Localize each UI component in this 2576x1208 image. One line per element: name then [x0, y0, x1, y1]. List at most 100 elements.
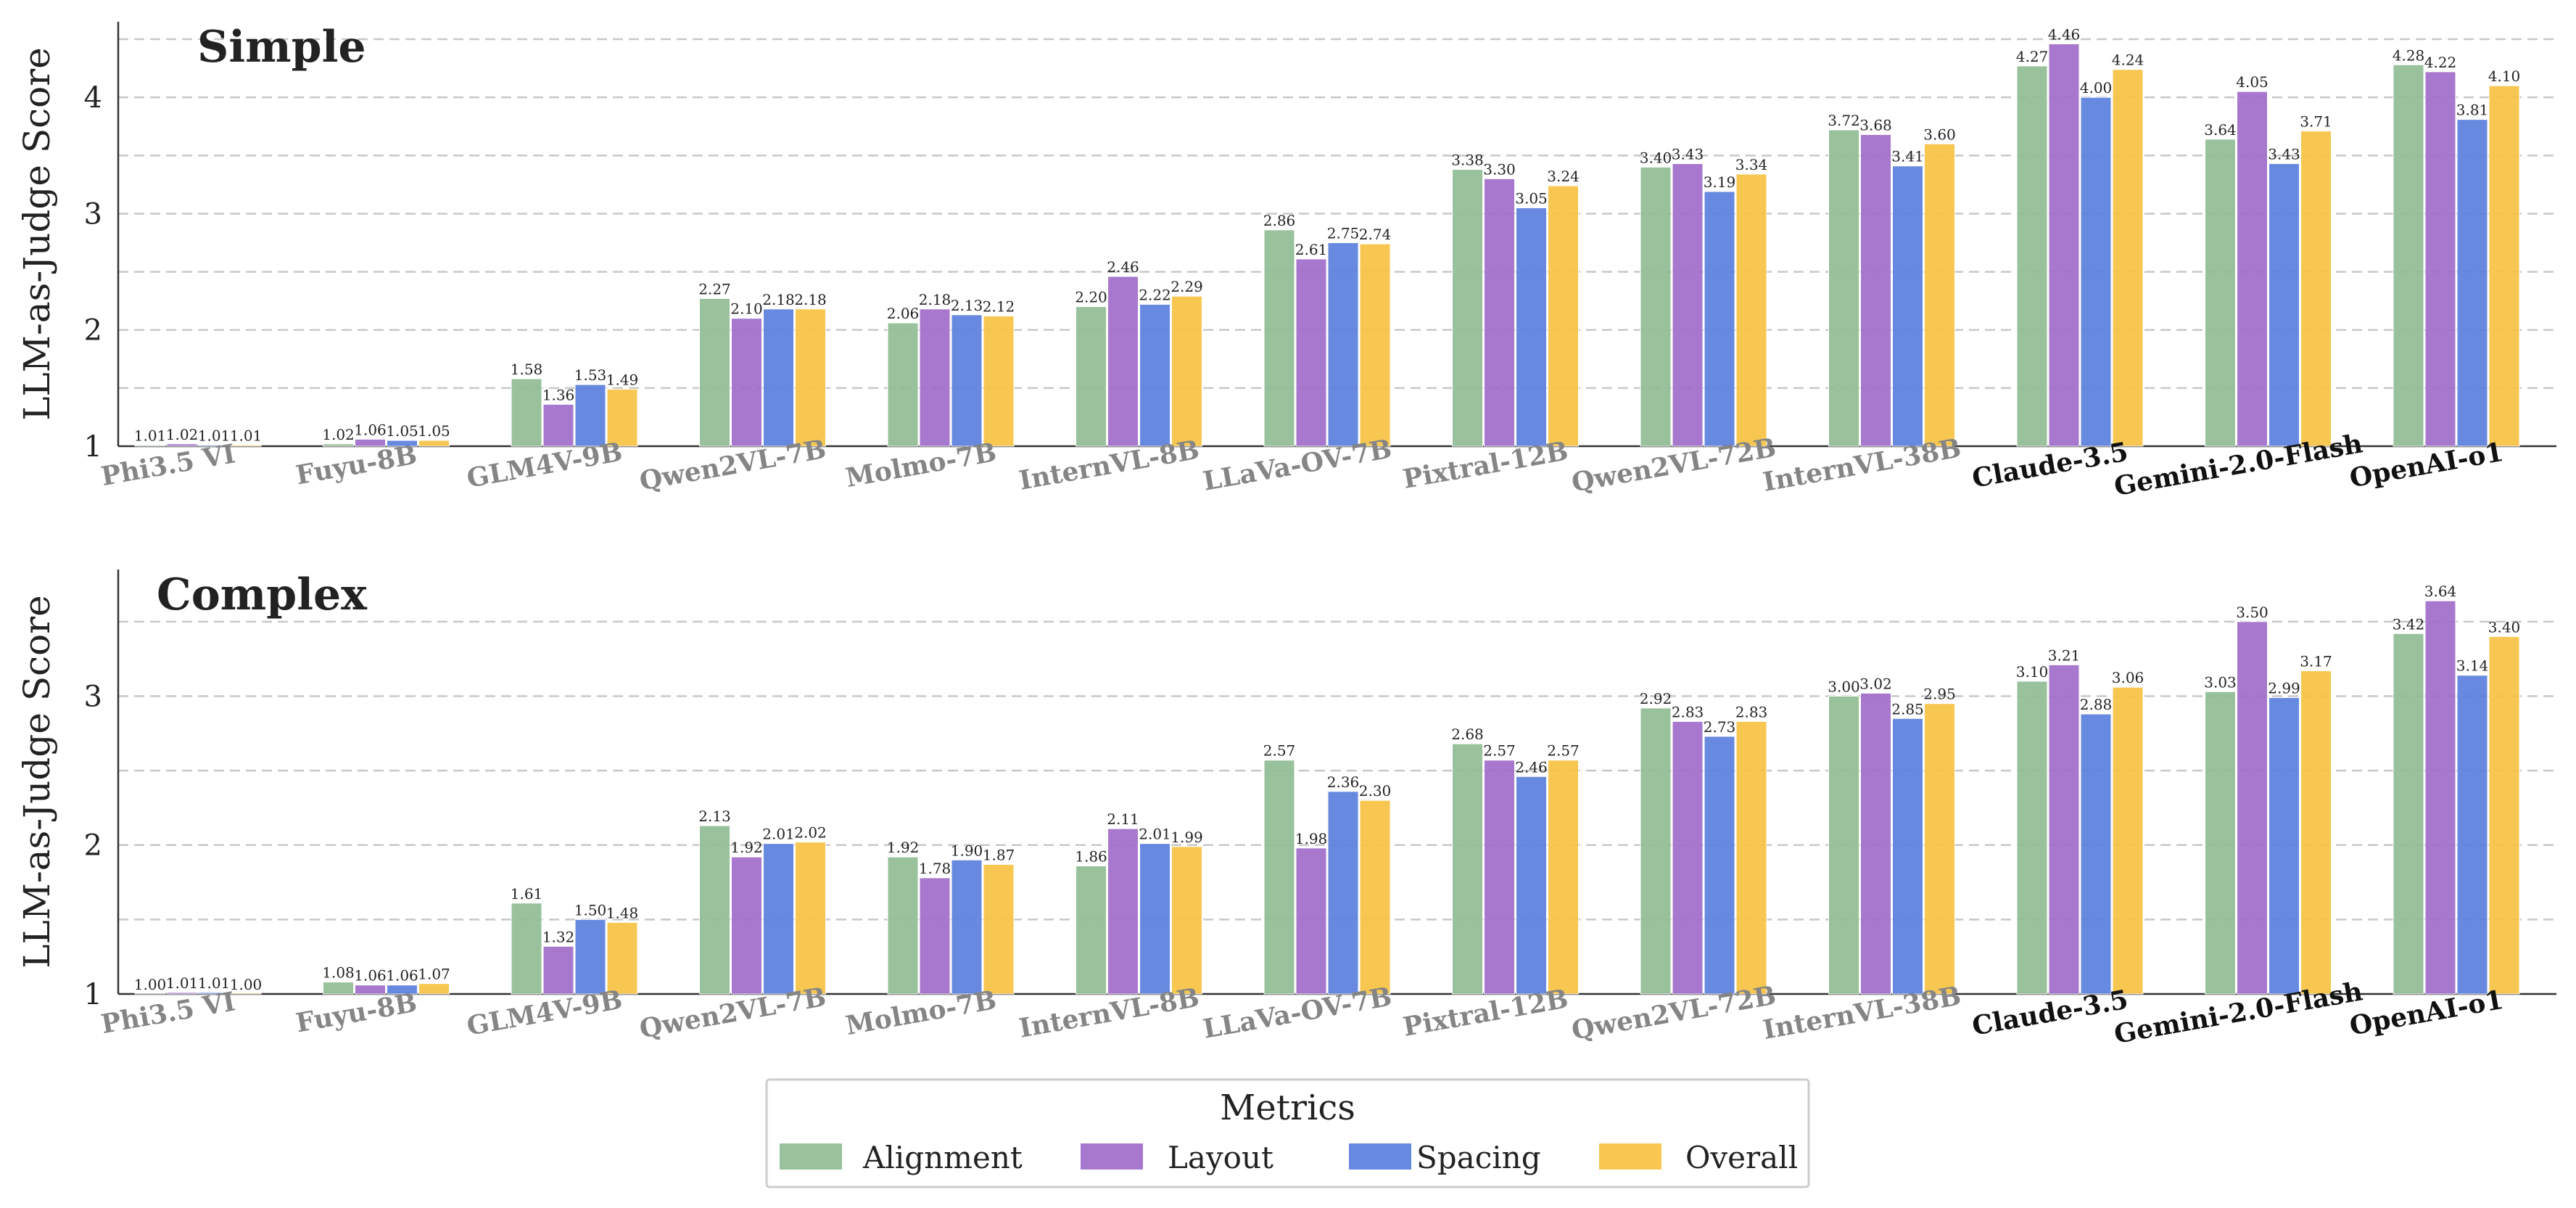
value-label: 2.57	[1483, 742, 1516, 760]
value-label: 1.50	[574, 901, 607, 919]
bar-layout-internvl-38b	[1860, 692, 1891, 995]
bar-group-qwen2vl-7b: 2.272.102.18 2.18	[698, 280, 827, 447]
value-label: 3.05	[1515, 189, 1548, 207]
bar-group-molmo-7b: 1.92 1.781.90 1.87	[887, 839, 1015, 995]
value-label: 1.92	[887, 839, 920, 856]
value-label: 2.99	[2268, 680, 2300, 697]
bar-layout-internvl-8b	[1107, 828, 1139, 995]
bar-spacing-gemini-2-0-flash	[2269, 697, 2300, 995]
bar-overall-internvl-38b	[1924, 703, 1955, 995]
bar-alignment-molmo-7b	[887, 856, 919, 995]
value-label: 1.08	[322, 964, 355, 982]
value-label: 1.05	[386, 422, 418, 440]
value-label: 2.74	[1359, 226, 1392, 243]
bar-layout-glm4v-9b	[542, 403, 574, 447]
value-label: 3.00	[1828, 678, 1860, 695]
value-label: 3.64	[2424, 583, 2457, 600]
bar-alignment-internvl-8b	[1076, 306, 1107, 447]
value-label: 3.40	[1640, 149, 1672, 166]
bar-group-pixtral-12b: 3.383.30 3.05 3.24	[1451, 152, 1580, 447]
legend-swatch-alignment	[780, 1143, 842, 1170]
value-label: 1.36	[542, 386, 575, 403]
bar-group-fuyu-8b: 1.08 1.06 1.06 1.07	[322, 964, 450, 995]
bar-alignment-openai-o1	[2393, 64, 2424, 447]
value-label: 3.41	[1891, 148, 1924, 165]
value-label: 1.06	[354, 421, 387, 438]
value-label: 2.92	[1640, 690, 1672, 707]
value-label: 4.22	[2424, 54, 2457, 71]
bar-layout-gemini-2-0-flash	[2237, 621, 2268, 995]
bar-spacing-claude-3-5	[2080, 713, 2112, 995]
value-label: 3.60	[1923, 126, 1956, 143]
value-label: 2.86	[1263, 212, 1296, 229]
y-tick-label: 1	[84, 978, 102, 1011]
bar-alignment-phi3-5-vi	[134, 993, 166, 995]
bar-overall-internvl-8b	[1171, 846, 1202, 995]
y-tick-label: 4	[84, 81, 102, 115]
legend-item-alignment: Alignment	[780, 1140, 1023, 1175]
bar-group-llava-ov-7b: 2.57 1.98 2.362.30	[1263, 742, 1391, 995]
value-label: 1.86	[1075, 847, 1107, 865]
bar-group-gemini-2-0-flash: 3.64 4.05 3.433.71	[2204, 73, 2332, 447]
value-label: 2.88	[2080, 696, 2113, 713]
bar-layout-qwen2vl-7b	[731, 318, 762, 447]
bar-alignment-fuyu-8b	[323, 443, 354, 447]
bar-overall-pixtral-12b	[1548, 760, 1579, 995]
value-label: 3.24	[1547, 168, 1580, 185]
bar-group-openai-o1: 3.42 3.64 3.14 3.40	[2393, 583, 2520, 995]
value-label: 2.36	[1327, 773, 1360, 791]
bar-alignment-claude-3-5	[2016, 681, 2048, 995]
value-label: 4.24	[2112, 52, 2144, 69]
value-label: 4.05	[2236, 73, 2269, 91]
bar-group-qwen2vl-72b: 3.40 3.433.193.34	[1640, 146, 1768, 447]
legend-label: Layout	[1168, 1140, 1273, 1175]
legend-item-spacing: Spacing	[1349, 1140, 1541, 1175]
bar-layout-phi3-5-vi	[166, 992, 198, 995]
value-label: 1.05	[418, 422, 450, 440]
value-label: 1.01	[166, 974, 199, 992]
value-label: 3.14	[2456, 657, 2489, 675]
bar-layout-pixtral-12b	[1484, 178, 1515, 447]
bar-layout-internvl-38b	[1860, 133, 1891, 447]
bar-spacing-molmo-7b	[951, 859, 983, 995]
value-label: 1.01	[198, 427, 231, 444]
bar-group-qwen2vl-7b: 2.13 1.922.01 2.02	[698, 808, 827, 995]
bar-alignment-glm4v-9b	[511, 378, 542, 447]
y-tick-label: 3	[84, 197, 102, 231]
bar-overall-pixtral-12b	[1548, 185, 1579, 447]
value-label: 1.87	[983, 846, 1015, 863]
bar-layout-qwen2vl-7b	[731, 856, 762, 995]
value-label: 1.06	[354, 967, 387, 985]
bar-overall-qwen2vl-7b	[795, 842, 826, 995]
value-label: 2.18	[794, 291, 827, 308]
bar-overall-qwen2vl-72b	[1735, 173, 1767, 447]
bar-layout-molmo-7b	[919, 877, 951, 995]
bar-spacing-fuyu-8b	[387, 440, 418, 447]
value-label: 4.00	[2080, 79, 2113, 96]
value-label: 2.02	[794, 824, 827, 842]
x-tick-label: Fuyu-8B	[294, 987, 419, 1039]
bar-group-internvl-8b: 2.202.462.22 2.29	[1075, 258, 1203, 447]
value-label: 3.43	[2268, 146, 2300, 163]
legend-swatch-layout	[1081, 1143, 1143, 1170]
bar-group-phi3-5-vi: 1.01 1.02 1.01 1.01	[134, 426, 263, 447]
value-label: 3.42	[2393, 615, 2425, 633]
bar-layout-llava-ov-7b	[1295, 847, 1327, 995]
value-label: 1.99	[1171, 829, 1203, 846]
bar-overall-glm4v-9b	[606, 388, 638, 447]
bar-overall-openai-o1	[2488, 636, 2520, 995]
bar-group-internvl-8b: 1.86 2.112.01 1.99	[1075, 810, 1203, 995]
bar-overall-glm4v-9b	[606, 921, 638, 995]
bar-alignment-gemini-2-0-flash	[2205, 691, 2236, 995]
bar-overall-phi3-5-vi	[230, 993, 262, 995]
value-label: 3.34	[1735, 156, 1768, 173]
bar-overall-openai-o1	[2488, 85, 2520, 447]
bar-spacing-glm4v-9b	[574, 384, 606, 447]
value-label: 2.27	[698, 280, 731, 297]
bar-overall-gemini-2-0-flash	[2300, 670, 2332, 995]
legend-swatch-spacing	[1349, 1143, 1411, 1170]
bar-spacing-gemini-2-0-flash	[2269, 163, 2300, 447]
value-label: 1.01	[230, 427, 263, 444]
value-label: 1.07	[418, 966, 450, 983]
bar-alignment-internvl-8b	[1076, 865, 1107, 995]
